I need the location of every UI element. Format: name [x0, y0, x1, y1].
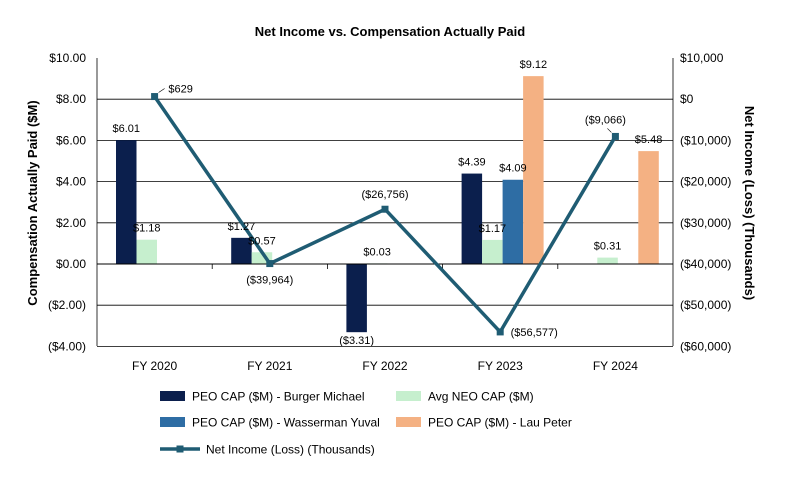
chart-title: Net Income vs. Compensation Actually Pai… — [255, 24, 525, 39]
tick-labels: $10.00 $10,000 $8.00 $0 $6.00 ($10,000) $4.00 (… — [48, 51, 731, 373]
y2-tick-label: ($60,000) — [680, 339, 731, 353]
x-tick-label: FY 2024 — [593, 359, 638, 373]
bar-data-label: $5.48 — [635, 134, 663, 146]
y-tick-label: $8.00 — [56, 92, 86, 106]
y-axis-title: Compensation Actually Paid ($M) — [25, 100, 40, 305]
bar-data-label: $6.01 — [112, 123, 140, 135]
x-tick-label: FY 2022 — [362, 359, 407, 373]
bar — [461, 173, 483, 264]
bars — [116, 76, 659, 333]
y2-tick-label: ($30,000) — [680, 216, 731, 230]
bar — [231, 237, 252, 264]
net-income-line — [151, 93, 619, 336]
net-income-marker — [611, 132, 619, 140]
bar — [346, 264, 367, 333]
legend-swatch — [396, 417, 421, 427]
y-tick-label: ($4.00) — [48, 339, 86, 353]
legend-label: PEO CAP ($M) - Wasserman Yuval — [192, 416, 380, 430]
x-tick-label: FY 2020 — [132, 359, 177, 373]
y-tick-label: $4.00 — [56, 175, 86, 189]
bar-data-label: $4.39 — [458, 157, 486, 169]
leader-line — [158, 88, 165, 93]
bar-data-label: ($3.31) — [339, 335, 374, 347]
bar — [638, 151, 659, 264]
legend-label: Net Income (Loss) (Thousands) — [206, 443, 375, 457]
x-tick-label: FY 2021 — [247, 359, 292, 373]
legend-swatch — [160, 391, 185, 401]
net-income-marker — [266, 260, 274, 268]
bar — [502, 179, 524, 264]
legend-label: Avg NEO CAP ($M) — [428, 390, 534, 404]
y-tick-label: $10.00 — [49, 51, 86, 65]
data-labels: $6.01 $1.27 ($3.31) $4.39 $1.18 $0.57 $0.03 $1.… — [112, 59, 662, 347]
legend-swatch — [396, 391, 421, 401]
y2-tick-label: ($20,000) — [680, 175, 731, 189]
net-income-data-label: $629 — [168, 84, 192, 96]
axes — [96, 58, 674, 346]
net-income-data-label: ($26,756) — [361, 189, 408, 201]
bar-data-label: $0.57 — [248, 235, 276, 247]
bar — [523, 76, 544, 265]
bar — [251, 252, 273, 264]
x-tick-label: FY 2023 — [478, 359, 523, 373]
y2-tick-label: ($50,000) — [680, 298, 731, 312]
bar — [136, 239, 157, 264]
legend-label: PEO CAP ($M) - Burger Michael — [192, 390, 365, 404]
gridlines — [97, 98, 673, 347]
leader-line — [607, 128, 612, 133]
legend-label: PEO CAP ($M) - Lau Peter — [428, 416, 572, 430]
y2-tick-label: ($10,000) — [680, 133, 731, 147]
bar — [116, 140, 137, 264]
y2-axis-title: Net Income (Loss) (Thousands) — [742, 106, 757, 300]
y-tick-label: $0.00 — [56, 257, 86, 271]
y2-tick-label: $10,000 — [680, 51, 724, 65]
net-income-marker — [381, 205, 389, 213]
legend-marker — [176, 445, 184, 453]
y2-tick-label: $0 — [680, 92, 694, 106]
net-income-polyline — [153, 95, 617, 334]
net-income-marker — [151, 93, 159, 101]
y-tick-label: ($2.00) — [48, 298, 86, 312]
bar-data-label: $4.09 — [499, 163, 527, 175]
net-income-data-label: ($56,577) — [511, 327, 558, 339]
bar-data-label: $1.27 — [228, 221, 256, 233]
bar — [597, 257, 618, 264]
legend-swatch — [160, 417, 185, 427]
bar — [482, 239, 503, 264]
legend: PEO CAP ($M) - Burger Michael Avg NEO CAP… — [160, 390, 572, 457]
y2-tick-label: ($40,000) — [680, 257, 731, 271]
y-tick-label: $2.00 — [56, 216, 86, 230]
net-income-marker — [496, 328, 504, 336]
bar-data-label: $1.17 — [479, 223, 507, 235]
net-income-data-label: ($9,066) — [585, 114, 626, 126]
bar-data-label: $0.03 — [363, 246, 391, 258]
y-tick-label: $6.00 — [56, 133, 86, 147]
bar-data-label: $0.31 — [594, 241, 622, 253]
bar-data-label: $9.12 — [520, 59, 548, 71]
bar-data-label: $1.18 — [133, 223, 161, 235]
net-income-data-label: ($39,964) — [246, 275, 293, 287]
